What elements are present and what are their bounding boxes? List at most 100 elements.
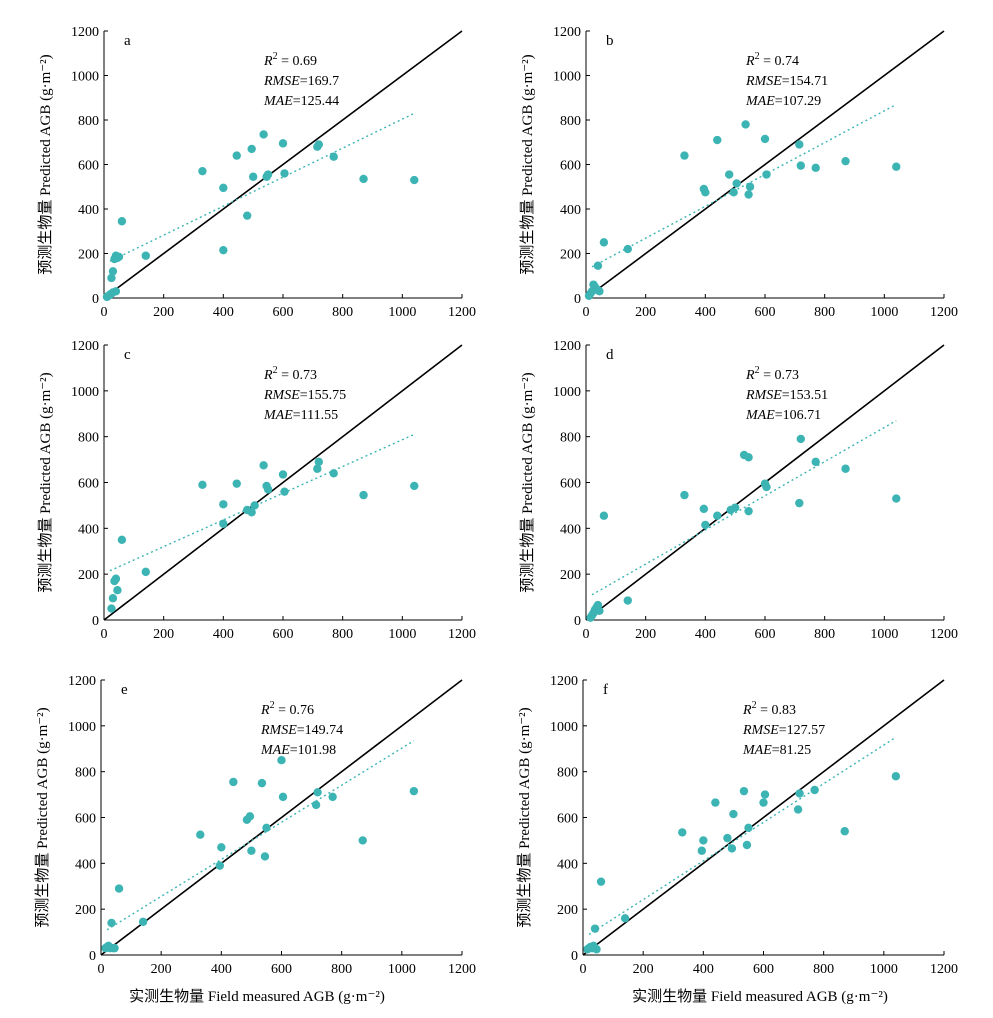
x-tick-label: 1200 bbox=[448, 305, 476, 320]
y-axis-label: 预测生物量 Predicted AGB (g·m⁻²) bbox=[37, 372, 54, 592]
y-tick-label: 800 bbox=[78, 431, 99, 446]
panel-d: 0 200 400 600 800 1000 1200 0 200 400 600 800 1000 12… bbox=[519, 339, 958, 642]
x-tick-label: 200 bbox=[153, 627, 174, 642]
y-tick-label: 200 bbox=[78, 248, 99, 263]
x-tick-label: 1000 bbox=[870, 962, 898, 977]
data-point bbox=[329, 152, 338, 161]
data-point bbox=[219, 519, 228, 528]
x-tick-label: 1000 bbox=[388, 627, 416, 642]
data-point bbox=[108, 594, 118, 603]
x-tick-label: 400 bbox=[695, 305, 716, 320]
x-tick-label: 800 bbox=[814, 305, 835, 320]
data-point bbox=[623, 596, 632, 605]
x-axis-label: 实测生物量 Field measured AGB (g·m⁻²) bbox=[632, 988, 888, 1005]
y-tick-label: 1200 bbox=[71, 339, 99, 354]
data-point bbox=[729, 188, 738, 197]
data-point bbox=[198, 166, 207, 176]
x-tick-label: 800 bbox=[332, 305, 353, 320]
panel-b: 0 200 400 600 800 1000 1200 0 200 400 600 800 1000 12… bbox=[519, 25, 958, 320]
stat-text: MAE=81.25 bbox=[742, 743, 811, 758]
data-point bbox=[141, 567, 150, 577]
data-point bbox=[114, 884, 124, 893]
y-tick-label: 800 bbox=[557, 766, 578, 781]
data-point bbox=[701, 188, 710, 197]
panel-label: f bbox=[603, 682, 608, 698]
x-tick-label: 600 bbox=[273, 627, 294, 642]
data-point bbox=[314, 457, 323, 467]
data-point bbox=[314, 140, 323, 149]
data-point bbox=[892, 494, 901, 503]
data-point bbox=[742, 840, 752, 850]
data-point bbox=[329, 469, 338, 478]
data-point bbox=[744, 823, 753, 833]
data-point bbox=[260, 852, 270, 861]
one-to-one-line bbox=[100, 679, 463, 956]
fit-line bbox=[106, 740, 415, 931]
y-axis-label: 预测生物量 Predicted AGB (g·m⁻²) bbox=[519, 54, 536, 274]
data-point bbox=[409, 786, 419, 796]
x-axis-label: 实测生物量 Field measured AGB (g·m⁻²) bbox=[129, 988, 385, 1005]
data-point bbox=[107, 918, 116, 928]
data-point bbox=[744, 506, 753, 516]
y-tick-label: 1200 bbox=[553, 339, 581, 354]
data-point bbox=[257, 778, 267, 788]
data-point bbox=[795, 140, 804, 149]
panel-c: 0 200 400 600 800 1000 1200 0 200 400 600 800 1000 12… bbox=[37, 339, 476, 642]
y-axis-label: 预测生物量 Predicted AGB (g·m⁻²) bbox=[519, 372, 536, 592]
y-tick-label: 1200 bbox=[71, 25, 99, 40]
x-tick-label: 1200 bbox=[930, 962, 958, 977]
data-point bbox=[111, 287, 121, 296]
data-point bbox=[117, 217, 127, 226]
data-point bbox=[410, 175, 419, 185]
data-point bbox=[760, 134, 770, 144]
y-tick-label: 800 bbox=[560, 431, 581, 446]
y-tick-label: 600 bbox=[557, 812, 578, 827]
data-point bbox=[593, 261, 603, 270]
data-point bbox=[744, 190, 753, 199]
data-point bbox=[313, 788, 322, 797]
data-point bbox=[259, 461, 268, 470]
x-tick-label: 800 bbox=[332, 627, 353, 642]
x-tick-label: 600 bbox=[753, 962, 774, 977]
x-tick-label: 800 bbox=[331, 962, 352, 977]
y-tick-label: 400 bbox=[78, 522, 99, 537]
y-tick-label: 200 bbox=[75, 903, 96, 918]
x-tick-label: 400 bbox=[213, 627, 234, 642]
x-tick-label: 1000 bbox=[870, 305, 898, 320]
x-tick-label: 600 bbox=[271, 962, 292, 977]
x-tick-label: 0 bbox=[101, 627, 108, 642]
data-point bbox=[247, 846, 256, 855]
data-point bbox=[796, 434, 805, 444]
panel-label: b bbox=[606, 33, 614, 49]
data-point bbox=[107, 604, 116, 613]
data-point bbox=[744, 453, 753, 462]
data-point bbox=[762, 482, 771, 492]
y-tick-label: 0 bbox=[92, 292, 99, 307]
y-tick-label: 800 bbox=[78, 114, 99, 129]
x-tick-label: 400 bbox=[211, 962, 232, 977]
data-point bbox=[811, 163, 820, 173]
data-point bbox=[840, 827, 849, 836]
y-tick-label: 1000 bbox=[550, 720, 578, 735]
data-point bbox=[219, 245, 228, 255]
x-tick-label: 200 bbox=[635, 627, 656, 642]
data-point bbox=[198, 480, 207, 489]
fit-line bbox=[588, 736, 897, 935]
x-tick-label: 0 bbox=[101, 305, 108, 320]
data-point bbox=[217, 843, 226, 852]
data-point bbox=[263, 170, 273, 179]
stat-text: RMSE=169.7 bbox=[263, 74, 339, 89]
data-point bbox=[762, 170, 771, 179]
y-tick-label: 200 bbox=[560, 248, 581, 263]
y-tick-label: 600 bbox=[78, 477, 99, 492]
y-tick-label: 400 bbox=[78, 203, 99, 218]
data-point bbox=[259, 130, 268, 139]
fit-line bbox=[591, 420, 897, 596]
data-point bbox=[745, 182, 755, 191]
data-point bbox=[697, 846, 707, 855]
y-tick-label: 600 bbox=[560, 477, 581, 492]
y-tick-label: 1000 bbox=[71, 385, 99, 400]
panel-f: 0 200 400 600 800 1000 1200 0 200 400 600 800 1000 12… bbox=[516, 674, 958, 1005]
y-tick-label: 1000 bbox=[71, 70, 99, 85]
data-point bbox=[796, 161, 805, 170]
